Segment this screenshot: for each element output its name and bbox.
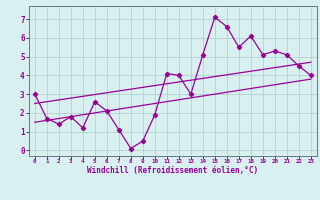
- X-axis label: Windchill (Refroidissement éolien,°C): Windchill (Refroidissement éolien,°C): [87, 166, 258, 175]
